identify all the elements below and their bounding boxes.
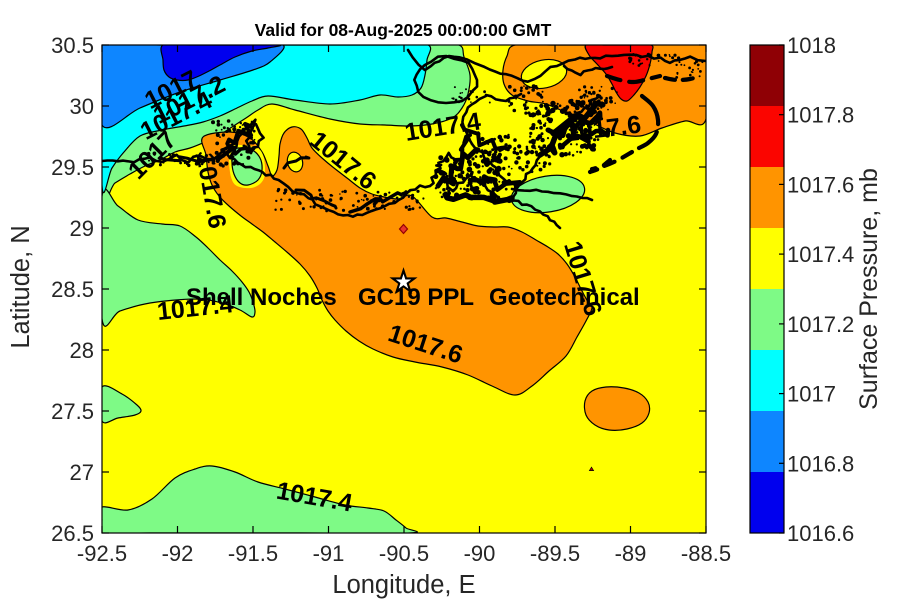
svg-text:-89.5: -89.5: [530, 541, 580, 566]
svg-text:27.5: 27.5: [51, 399, 94, 424]
svg-text:1017.6: 1017.6: [787, 172, 854, 197]
svg-text:1017.2: 1017.2: [787, 312, 854, 337]
svg-text:-91: -91: [313, 541, 345, 566]
svg-text:Longitude, E: Longitude, E: [332, 571, 475, 599]
svg-text:30.5: 30.5: [51, 33, 94, 58]
svg-text:Geotechnical: Geotechnical: [489, 284, 640, 311]
svg-text:-89: -89: [615, 541, 647, 566]
svg-text:-92.5: -92.5: [77, 541, 127, 566]
svg-text:30: 30: [70, 94, 94, 119]
svg-text:GC19 PPL: GC19 PPL: [358, 284, 474, 311]
svg-text:29: 29: [70, 216, 94, 241]
svg-text:28: 28: [70, 338, 94, 363]
svg-text:Surface Pressure, mb: Surface Pressure, mb: [855, 168, 883, 410]
svg-text:-88.5: -88.5: [681, 541, 731, 566]
svg-text:-92: -92: [162, 541, 194, 566]
svg-text:Latitude, N: Latitude, N: [7, 225, 35, 348]
svg-text:1017.4: 1017.4: [787, 242, 854, 267]
svg-text:-90.5: -90.5: [379, 541, 429, 566]
svg-text:Shell Noches: Shell Noches: [186, 284, 337, 311]
svg-text:29.5: 29.5: [51, 155, 94, 180]
svg-text:1016.6: 1016.6: [787, 521, 854, 546]
svg-text:27: 27: [70, 460, 94, 485]
svg-text:1017: 1017: [787, 382, 836, 407]
svg-text:-90: -90: [464, 541, 496, 566]
svg-text:Valid for 08-Aug-2025 00:00:00: Valid for 08-Aug-2025 00:00:00 GMT: [255, 20, 552, 40]
svg-text:28.5: 28.5: [51, 277, 94, 302]
svg-text:1018: 1018: [787, 33, 836, 58]
svg-text:1016.8: 1016.8: [787, 451, 854, 476]
svg-text:-91.5: -91.5: [228, 541, 278, 566]
svg-text:26.5: 26.5: [51, 521, 94, 546]
svg-text:1017.8: 1017.8: [787, 103, 854, 128]
